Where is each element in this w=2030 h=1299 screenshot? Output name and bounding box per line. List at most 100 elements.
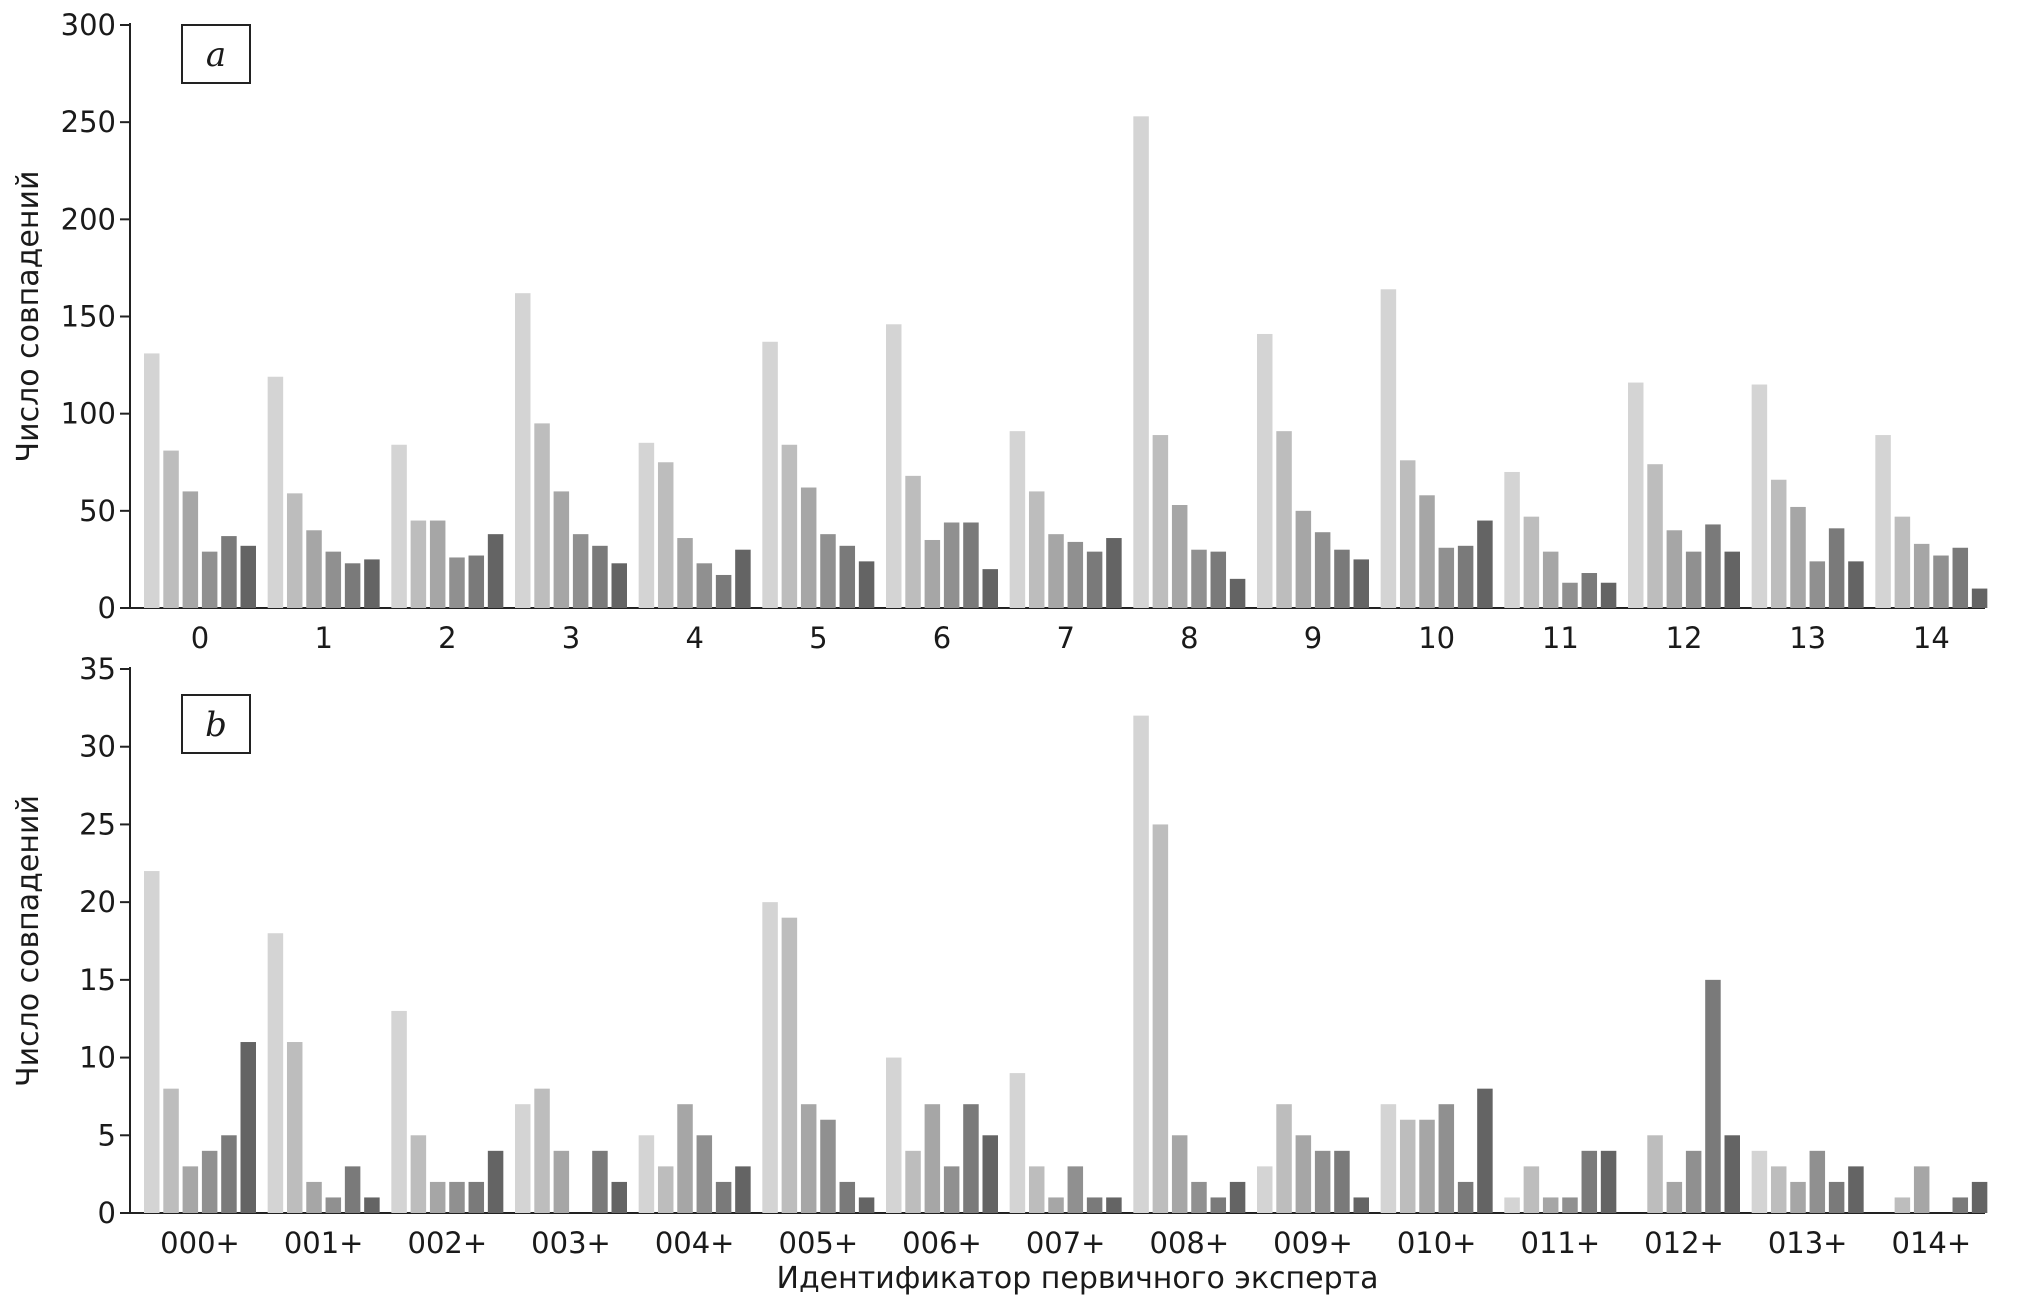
panel-label-box — [181, 694, 251, 754]
y-tick-label: 0 — [98, 1196, 116, 1230]
bar — [410, 1135, 427, 1213]
bar — [1477, 1088, 1493, 1213]
bar — [886, 1057, 902, 1213]
y-tick-label: 300 — [61, 8, 116, 42]
chart-panel-b: 0 5 10 15 20 25 30 35 000+ 001+ 002+ 003+ 004+ 005+ 00… — [11, 652, 1988, 1296]
bar — [1809, 561, 1826, 608]
x-axis-title: Идентификатор первичного эксперта — [777, 1261, 1379, 1296]
y-tick-label: 25 — [79, 807, 116, 841]
bar — [839, 545, 856, 608]
bar — [468, 1181, 485, 1213]
bar — [1666, 530, 1683, 608]
bar — [1257, 333, 1273, 608]
x-tick-label: 11 — [1542, 621, 1579, 655]
bar — [905, 475, 921, 608]
bar — [715, 1181, 732, 1213]
bar — [1952, 547, 1969, 608]
bar — [534, 1088, 550, 1213]
y-tick-label: 35 — [79, 652, 116, 686]
x-tick-label: 004+ — [655, 1226, 735, 1260]
bar — [1971, 1181, 1988, 1213]
y-tick-label: 30 — [79, 730, 116, 764]
bar — [1399, 1119, 1416, 1213]
y-tick-label: 250 — [61, 105, 116, 139]
bar — [1647, 464, 1663, 608]
bar — [839, 1181, 856, 1213]
x-tick-label: 005+ — [779, 1226, 859, 1260]
bar — [1009, 431, 1026, 608]
bar — [735, 1166, 751, 1213]
bar — [144, 353, 160, 608]
bar — [715, 574, 732, 608]
bar — [1171, 505, 1188, 608]
x-tick-label: 011+ — [1521, 1226, 1601, 1260]
x-tick-label: 1 — [314, 621, 332, 655]
bar — [468, 555, 485, 608]
x-tick-label: 001+ — [284, 1226, 364, 1260]
bar — [1229, 1181, 1246, 1213]
bar — [1210, 551, 1227, 608]
bar — [905, 1150, 921, 1213]
bar — [267, 376, 284, 608]
bar — [1790, 506, 1806, 608]
bar — [1276, 1104, 1292, 1213]
bar — [344, 1166, 361, 1213]
bar — [1790, 1181, 1806, 1213]
y-tick-label: 150 — [61, 300, 116, 334]
bar — [1685, 551, 1702, 608]
bar — [163, 450, 179, 608]
bar — [1086, 551, 1103, 608]
bar — [429, 520, 446, 608]
bar — [1229, 578, 1246, 608]
bar — [1314, 1150, 1331, 1213]
bar — [1523, 1166, 1540, 1213]
bar — [1828, 1181, 1845, 1213]
bar — [240, 545, 256, 608]
bar — [1504, 471, 1520, 608]
bar — [1048, 534, 1064, 608]
bar — [306, 530, 322, 608]
bar — [487, 534, 504, 608]
bar — [657, 1166, 674, 1213]
bar — [1210, 1197, 1227, 1213]
bar — [286, 1042, 303, 1213]
bar — [858, 561, 875, 608]
bar — [781, 917, 798, 1213]
bar — [1647, 1135, 1663, 1213]
bar — [982, 569, 998, 608]
bar — [487, 1150, 504, 1213]
bar — [1523, 516, 1540, 608]
bar — [638, 1135, 655, 1213]
bar — [325, 551, 342, 608]
x-tick-label: 013+ — [1768, 1226, 1848, 1260]
bar — [1542, 1197, 1559, 1213]
bar — [1257, 1166, 1273, 1213]
bar — [943, 1166, 960, 1213]
bar — [1295, 510, 1312, 608]
x-tick-label: 0 — [191, 621, 209, 655]
bar — [1380, 289, 1397, 608]
bar — [553, 491, 570, 608]
y-tick-label: 0 — [98, 591, 116, 625]
bar — [1152, 435, 1169, 608]
bar — [762, 341, 778, 608]
x-tick-label: 9 — [1304, 621, 1322, 655]
bar — [982, 1135, 998, 1213]
bar — [1334, 549, 1350, 608]
bar — [820, 534, 836, 608]
bar — [1971, 588, 1988, 608]
bar — [1724, 551, 1740, 608]
bar — [449, 557, 465, 608]
bar — [858, 1197, 875, 1213]
bar — [1770, 479, 1787, 608]
bar — [1334, 1150, 1350, 1213]
bar — [1666, 1181, 1683, 1213]
bar — [735, 549, 751, 608]
bar — [391, 1010, 407, 1213]
x-tick-label: 012+ — [1644, 1226, 1724, 1260]
bar — [1380, 1104, 1397, 1213]
bar — [677, 538, 693, 608]
x-tick-label: 14 — [1913, 621, 1950, 655]
bar — [592, 545, 608, 608]
